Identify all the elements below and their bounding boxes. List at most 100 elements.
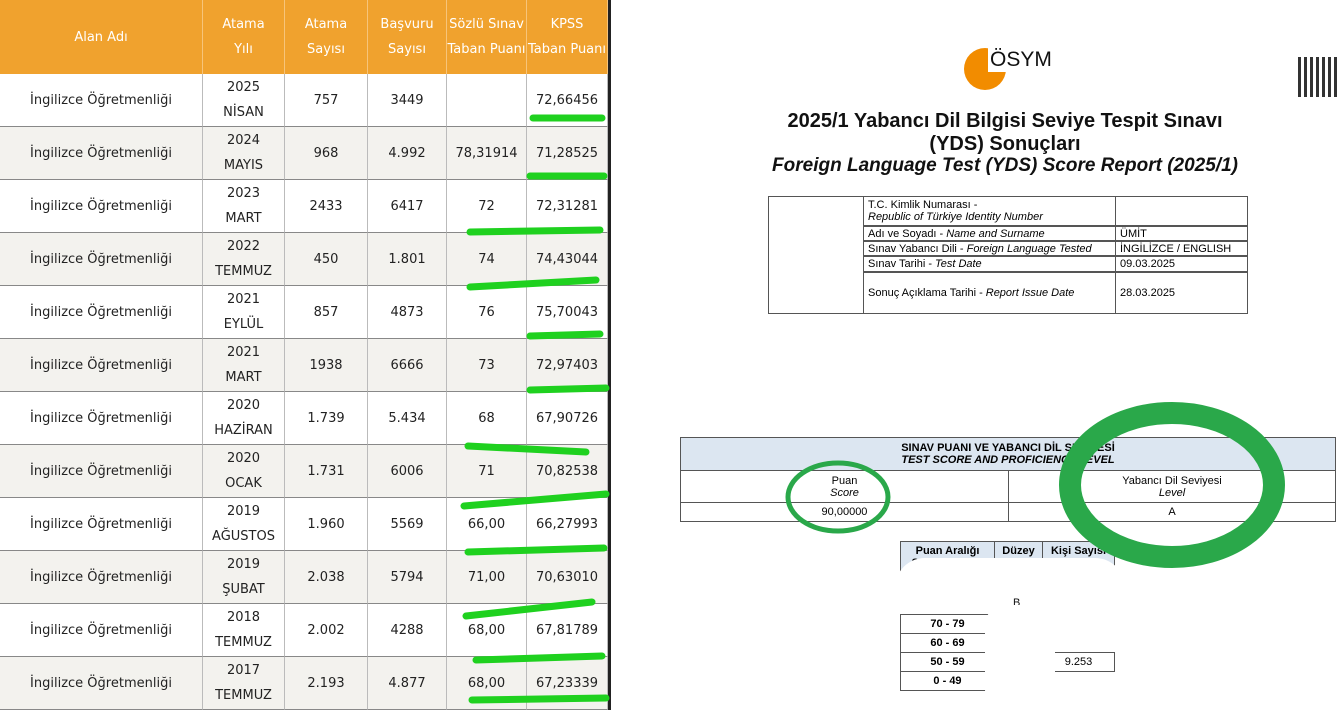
cell-text: 2022 bbox=[226, 239, 261, 254]
cell: 1.731 bbox=[285, 445, 368, 498]
cell-text: 1.739 bbox=[307, 410, 345, 426]
cell-text: 2020 bbox=[226, 451, 261, 466]
identity-value bbox=[1115, 196, 1248, 226]
label-en: Score bbox=[830, 486, 859, 499]
cell: 2025 NİSAN bbox=[203, 74, 285, 127]
header-cell: Alan Adı bbox=[0, 0, 203, 74]
cell: İngilizce Öğretmenliği bbox=[0, 604, 203, 657]
cell-text: 5569 bbox=[390, 516, 424, 532]
cell-text: EYLÜL bbox=[223, 317, 264, 332]
subtitle: Foreign Language Test (YDS) Score Report… bbox=[772, 155, 1238, 176]
cell: 1.801 bbox=[368, 233, 447, 286]
cell: 1938 bbox=[285, 339, 368, 392]
cell-text: İngilizce Öğretmenliği bbox=[30, 622, 172, 638]
cell-text: 4288 bbox=[390, 622, 424, 638]
cell-text: AĞUSTOS bbox=[212, 529, 275, 544]
cell-text: 2021 bbox=[226, 345, 261, 360]
cell-text: TEMMUZ bbox=[215, 635, 272, 650]
cell-text: 1.731 bbox=[307, 463, 345, 479]
cell-text: 66,00 bbox=[467, 516, 506, 532]
cell-text: 72,31281 bbox=[535, 198, 599, 214]
cell-text: 757 bbox=[313, 92, 339, 108]
cell: 2019 AĞUSTOS bbox=[203, 498, 285, 551]
cell-text: 72 bbox=[478, 198, 495, 214]
cell: İngilizce Öğretmenliği bbox=[0, 74, 203, 127]
cell: İngilizce Öğretmenliği bbox=[0, 233, 203, 286]
cell: 3449 bbox=[368, 74, 447, 127]
header-cell: Başvuru Sayısı bbox=[368, 0, 447, 74]
cell: 4288 bbox=[368, 604, 447, 657]
cell-text: 2017 bbox=[226, 663, 261, 678]
cell: 6006 bbox=[368, 445, 447, 498]
cell: 72,97403 bbox=[527, 339, 608, 392]
value: 28.03.2025 bbox=[1120, 287, 1176, 299]
cell-text: 73 bbox=[478, 357, 495, 373]
cell-text: 74,43044 bbox=[535, 251, 599, 267]
cell: 5569 bbox=[368, 498, 447, 551]
cell-text: 68 bbox=[478, 410, 495, 426]
cell-text: 72,66456 bbox=[535, 92, 599, 108]
header-cell: Atama Sayısı bbox=[285, 0, 368, 74]
cell: 6417 bbox=[368, 180, 447, 233]
level-value: A bbox=[1008, 502, 1336, 522]
cell: İngilizce Öğretmenliği bbox=[0, 339, 203, 392]
cell: İngilizce Öğretmenliği bbox=[0, 498, 203, 551]
header-text: Sayısı bbox=[388, 42, 426, 57]
header-cell: Atama Yılı bbox=[203, 0, 285, 74]
cell-text: 5794 bbox=[390, 569, 424, 585]
cell: İngilizce Öğretmenliği bbox=[0, 392, 203, 445]
label-en: Level bbox=[1158, 486, 1186, 499]
identity-label: Sonuç Açıklama Tarihi - Report Issue Date bbox=[863, 272, 1116, 314]
cell: 67,90726 bbox=[527, 392, 608, 445]
label-row: Sınav Tarihi - Test Date bbox=[868, 258, 1115, 270]
header-text: Atama bbox=[222, 17, 265, 32]
cell-text: 2025 bbox=[226, 80, 261, 95]
cell: 66,27993 bbox=[527, 498, 608, 551]
cell-text: 6666 bbox=[390, 357, 424, 373]
cell bbox=[447, 74, 527, 127]
value: ÜMİT bbox=[1120, 227, 1147, 240]
cell: 4873 bbox=[368, 286, 447, 339]
cell: 2022 TEMMUZ bbox=[203, 233, 285, 286]
identity-value: 09.03.2025 bbox=[1115, 256, 1248, 272]
cell: 71,28525 bbox=[527, 127, 608, 180]
label-en: Republic of Türkiye Identity Number bbox=[868, 211, 1043, 223]
cell: 450 bbox=[285, 233, 368, 286]
cell-text: 75,70043 bbox=[535, 304, 599, 320]
cell-text: MART bbox=[225, 370, 262, 385]
cell-text: 2019 bbox=[226, 504, 261, 519]
cell: 2020 OCAK bbox=[203, 445, 285, 498]
value: 09.03.2025 bbox=[1120, 258, 1176, 270]
label-row: Sınav Yabancı Dili - Foreign Language Tes… bbox=[868, 243, 1115, 255]
header-text: Başvuru bbox=[380, 17, 434, 32]
cell-text: İngilizce Öğretmenliği bbox=[30, 410, 172, 426]
cell: 70,63010 bbox=[527, 551, 608, 604]
cell-text: İngilizce Öğretmenliği bbox=[30, 516, 172, 532]
cell: 71,00 bbox=[447, 551, 527, 604]
cell: 2433 bbox=[285, 180, 368, 233]
cell: İngilizce Öğretmenliği bbox=[0, 286, 203, 339]
cell: 78,31914 bbox=[447, 127, 527, 180]
label: T.C. Kimlik Numarası - bbox=[868, 199, 978, 211]
label-en: Name and Surname bbox=[946, 227, 1045, 240]
label: Yabancı Dil Seviyesi bbox=[1122, 474, 1222, 487]
title: 2025/1 Yabancı Dil Bilgisi Seviye Tespit… bbox=[700, 110, 1310, 156]
heading-en: TEST SCORE AND PROFICIENCY LEVEL bbox=[901, 454, 1115, 466]
identity-value: 28.03.2025 bbox=[1115, 272, 1248, 314]
redaction bbox=[770, 270, 862, 312]
header-text: Alan Adı bbox=[74, 29, 128, 45]
header-cell: KPSS Taban Puanı bbox=[527, 0, 608, 74]
cell: 72,31281 bbox=[527, 180, 608, 233]
cell-text: İngilizce Öğretmenliği bbox=[30, 569, 172, 585]
cell: İngilizce Öğretmenliği bbox=[0, 551, 203, 604]
cell-text: 2021 bbox=[226, 292, 261, 307]
cell-text: 74 bbox=[478, 251, 495, 267]
label-en: Test Date bbox=[935, 258, 982, 270]
label-en: Foreign Language Tested bbox=[966, 242, 1092, 255]
label-row: Adı ve Soyadı - Name and Surname bbox=[868, 228, 1115, 240]
cell: 75,70043 bbox=[527, 286, 608, 339]
cell: 2.038 bbox=[285, 551, 368, 604]
header-text: KPSS bbox=[550, 17, 584, 32]
